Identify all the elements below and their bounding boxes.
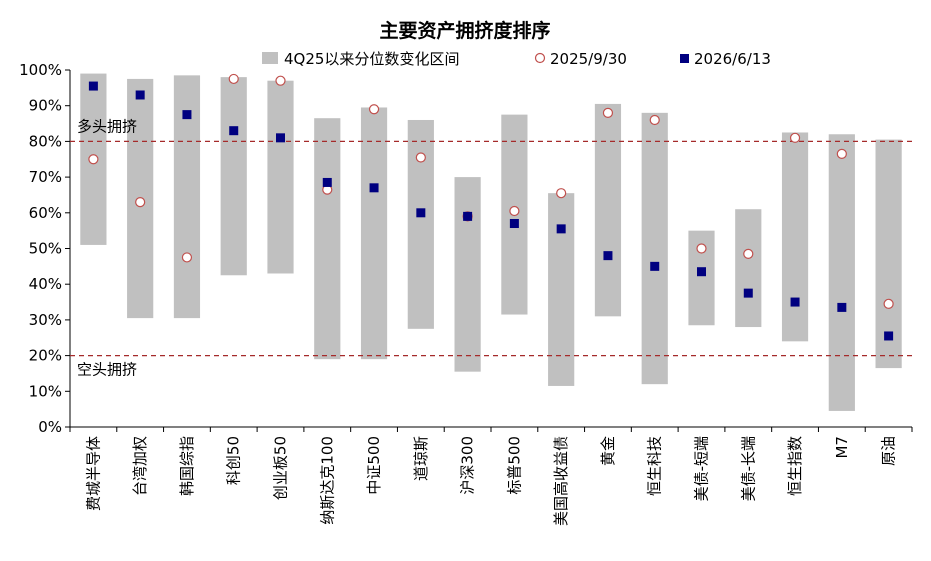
category-label: 沪深300 xyxy=(459,436,477,495)
chart-title: 主要资产拥挤度排序 xyxy=(379,19,550,42)
range-bar xyxy=(735,209,762,328)
category-label: 费城半导体 xyxy=(84,436,102,511)
point-2026-06-13 xyxy=(743,288,753,298)
point-2026-06-13 xyxy=(135,90,145,100)
point-2026-06-13 xyxy=(276,133,285,143)
point-2025-09-30 xyxy=(556,188,567,199)
range-bar xyxy=(454,177,481,372)
category-label: 美债-短端 xyxy=(693,436,711,501)
legend-label-range: 4Q25以来分位数变化区间 xyxy=(284,50,459,68)
point-2026-06-13 xyxy=(603,251,613,261)
point-2026-06-13 xyxy=(88,81,98,91)
category-label: M7 xyxy=(833,436,851,459)
plot-area: 0% 10% 20% 30% 40% 50% 60% 70% 80% 90% 100% 多头拥挤空头拥… xyxy=(19,61,913,526)
reference-line-label: 多头拥挤 xyxy=(77,117,137,135)
range-bar xyxy=(641,112,668,385)
range-bar xyxy=(594,103,622,317)
point-2025-09-30 xyxy=(275,75,286,86)
point-2026-06-13 xyxy=(650,261,660,271)
category-label: 台湾加权 xyxy=(131,436,149,496)
point-2025-09-30 xyxy=(368,104,380,115)
range-bar xyxy=(314,118,341,360)
point-2026-06-13 xyxy=(322,177,332,187)
category-label: 美国高收益债 xyxy=(552,436,570,526)
category-label: 标普500 xyxy=(505,436,523,495)
category-label: 韩国综指 xyxy=(178,436,196,496)
point-2026-06-13 xyxy=(416,208,426,218)
y-tick-label: 20% xyxy=(29,347,62,365)
category-label: 恒生科技 xyxy=(646,436,664,496)
point-2025-09-30 xyxy=(696,243,707,254)
point-2026-06-13 xyxy=(463,211,473,221)
point-2026-06-13 xyxy=(509,219,519,229)
category-label: 创业板50 xyxy=(272,436,290,500)
range-bar xyxy=(360,107,388,360)
point-2025-09-30 xyxy=(883,298,894,309)
legend-marker-circle xyxy=(534,52,546,64)
point-2025-09-30 xyxy=(415,152,426,163)
category-label: 纳斯达克100 xyxy=(318,436,336,525)
point-2025-09-30 xyxy=(509,205,520,217)
y-tick-label: 30% xyxy=(29,311,62,329)
range-bar xyxy=(828,134,855,411)
y-tick-label: 90% xyxy=(29,97,62,115)
point-2025-09-30 xyxy=(602,107,614,118)
y-tick-label: 40% xyxy=(29,275,62,293)
y-tick-label: 50% xyxy=(29,240,62,258)
category-label: 美债-长端 xyxy=(739,436,757,501)
category-label: 原油 xyxy=(880,436,898,466)
point-2026-06-13 xyxy=(884,331,894,341)
legend-swatch-range xyxy=(262,52,278,64)
range-bar xyxy=(548,193,575,386)
category-label: 恒生指数 xyxy=(786,436,804,496)
category-label: 黄金 xyxy=(599,436,617,466)
range-bar xyxy=(267,80,294,274)
range-bar xyxy=(220,77,247,276)
y-tick-label: 10% xyxy=(29,382,62,400)
point-2026-06-13 xyxy=(369,183,379,193)
point-2025-09-30 xyxy=(88,154,99,165)
point-2025-09-30 xyxy=(789,132,801,143)
legend-label-circle: 2025/9/30 xyxy=(550,50,627,68)
y-tick-label: 70% xyxy=(29,168,62,186)
point-2025-09-30 xyxy=(228,73,239,85)
legend-marker-square xyxy=(680,54,689,63)
point-2026-06-13 xyxy=(229,126,239,136)
range-bar xyxy=(875,139,902,369)
category-label: 中证500 xyxy=(365,436,383,495)
point-2026-06-13 xyxy=(556,224,566,234)
range-bar xyxy=(407,119,434,329)
point-2025-09-30 xyxy=(135,196,146,208)
reference-line-label: 空头拥挤 xyxy=(77,361,137,379)
y-tick-label: 100% xyxy=(19,61,62,79)
legend: 4Q25以来分位数变化区间 2025/9/30 2026/6/13 xyxy=(262,50,771,68)
point-2026-06-13 xyxy=(790,297,800,307)
legend-label-square: 2026/6/13 xyxy=(694,50,771,68)
range-bar xyxy=(781,132,809,342)
point-2025-09-30 xyxy=(836,148,847,159)
point-2025-09-30 xyxy=(743,248,754,259)
point-2025-09-30 xyxy=(649,114,660,126)
point-2026-06-13 xyxy=(837,302,847,312)
point-2026-06-13 xyxy=(697,267,706,277)
y-tick-label: 80% xyxy=(29,132,62,150)
y-tick-label: 60% xyxy=(29,204,62,222)
point-2026-06-13 xyxy=(182,110,192,120)
category-label: 科创50 xyxy=(225,436,243,485)
point-2025-09-30 xyxy=(181,252,193,263)
category-label: 道琼斯 xyxy=(412,436,430,481)
y-tick-label: 0% xyxy=(38,418,62,436)
